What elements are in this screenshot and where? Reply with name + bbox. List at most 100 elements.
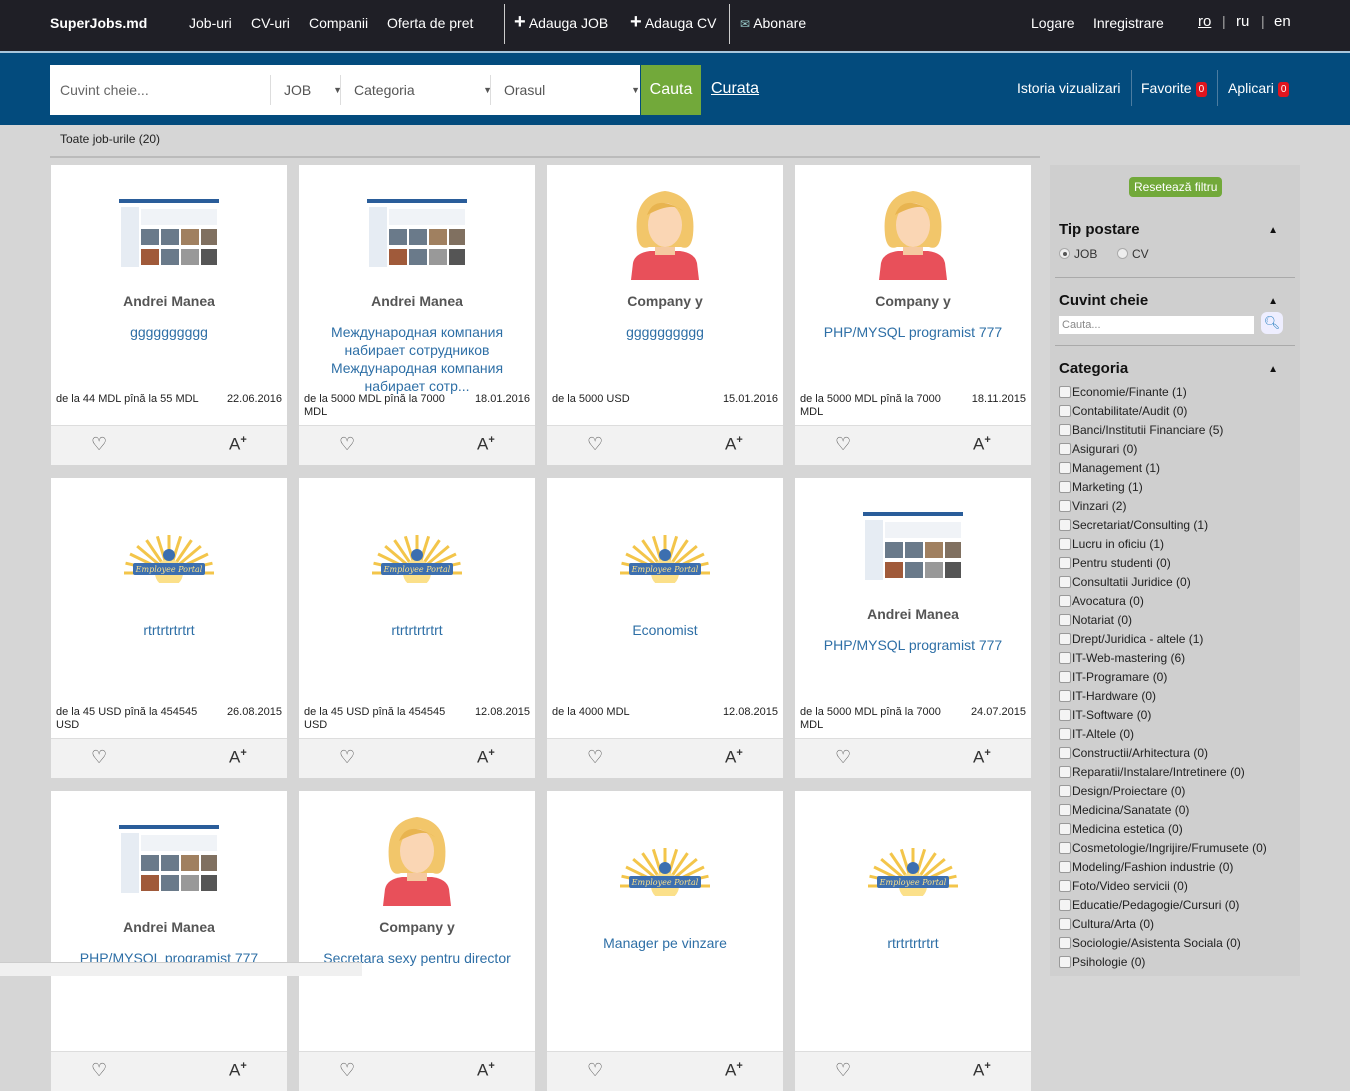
- category-checkbox[interactable]: IT-Altele (0): [1059, 727, 1267, 746]
- job-title-link[interactable]: PHP/MYSQL programist 777: [823, 324, 1003, 340]
- category-checkbox[interactable]: IT-Software (0): [1059, 708, 1267, 727]
- logo-image[interactable]: Employee Portal: [119, 533, 219, 587]
- heart-icon[interactable]: ♡: [91, 747, 108, 767]
- radio-job[interactable]: JOB: [1059, 247, 1097, 261]
- apply-icon[interactable]: A+: [477, 434, 495, 454]
- clear-link[interactable]: Curata: [711, 80, 760, 97]
- collapse-triangle-icon[interactable]: ▲: [1268, 364, 1278, 375]
- screenshot-image[interactable]: [119, 199, 219, 272]
- heart-icon[interactable]: ♡: [91, 1060, 108, 1080]
- heart-icon[interactable]: ♡: [587, 1060, 604, 1080]
- collapse-triangle-icon[interactable]: ▲: [1268, 225, 1278, 236]
- nav-jobs[interactable]: Job-uri: [189, 15, 232, 31]
- job-card[interactable]: Employee Portal rtrtrtrtrtrt de la 45 US…: [299, 478, 535, 778]
- heart-icon[interactable]: ♡: [835, 747, 852, 767]
- keyword-input[interactable]: Cuvint cheie...: [60, 82, 149, 98]
- job-title-link[interactable]: rtrtrtrtrtrt: [887, 935, 939, 951]
- heart-icon[interactable]: ♡: [339, 434, 356, 454]
- job-card[interactable]: Andrei Manea PHP/MYSQL programist 777 de…: [795, 478, 1031, 778]
- category-checkbox[interactable]: Educatie/Pedagogie/Cursuri (0): [1059, 898, 1267, 917]
- job-title-link[interactable]: gggggggggg: [626, 324, 704, 340]
- job-card[interactable]: Company y PHP/MYSQL programist 777 de la…: [795, 165, 1031, 465]
- search-button[interactable]: Cauta: [641, 65, 701, 115]
- apply-icon[interactable]: A+: [973, 747, 991, 767]
- logo-image[interactable]: Employee Portal: [863, 846, 963, 900]
- nav-pricing[interactable]: Oferta de pret: [387, 15, 474, 31]
- lang-ru[interactable]: ru: [1236, 13, 1250, 30]
- register-link[interactable]: Inregistrare: [1093, 15, 1164, 31]
- job-card[interactable]: Andrei Manea Международная компания наби…: [299, 165, 535, 465]
- subscribe-link[interactable]: ✉ Abonare: [740, 15, 806, 31]
- category-checkbox[interactable]: Banci/Institutii Financiare (5): [1059, 423, 1267, 442]
- apply-icon[interactable]: A+: [477, 1060, 495, 1080]
- category-checkbox[interactable]: Consultatii Juridice (0): [1059, 575, 1267, 594]
- category-checkbox[interactable]: Drept/Juridica - altele (1): [1059, 632, 1267, 651]
- category-checkbox[interactable]: Secretariat/Consulting (1): [1059, 518, 1267, 537]
- category-checkbox[interactable]: Medicina/Sanatate (0): [1059, 803, 1267, 822]
- job-card[interactable]: Company y Secretara sexy pentru director…: [299, 791, 535, 1091]
- radio-cv[interactable]: CV: [1117, 247, 1149, 261]
- apply-icon[interactable]: A+: [229, 434, 247, 454]
- category-checkbox[interactable]: Cultura/Arta (0): [1059, 917, 1267, 936]
- category-checkbox[interactable]: Psihologie (0): [1059, 955, 1267, 974]
- category-checkbox[interactable]: Notariat (0): [1059, 613, 1267, 632]
- job-card[interactable]: Company y gggggggggg de la 5000 USD 15.0…: [547, 165, 783, 465]
- job-title-link[interactable]: rtrtrtrtrtrt: [391, 622, 443, 638]
- job-title-link[interactable]: Secretara sexy pentru director: [323, 950, 511, 966]
- category-checkbox[interactable]: Modeling/Fashion industrie (0): [1059, 860, 1267, 879]
- apply-icon[interactable]: A+: [973, 434, 991, 454]
- type-select[interactable]: JOB ▼: [270, 75, 342, 105]
- category-checkbox[interactable]: Sociologie/Asistenta Sociala (0): [1059, 936, 1267, 955]
- category-checkbox[interactable]: IT-Programare (0): [1059, 670, 1267, 689]
- job-card[interactable]: Andrei Manea gggggggggg de la 44 MDL pîn…: [51, 165, 287, 465]
- heart-icon[interactable]: ♡: [835, 434, 852, 454]
- apply-icon[interactable]: A+: [973, 1060, 991, 1080]
- site-logo[interactable]: SuperJobs.md: [50, 15, 148, 31]
- category-checkbox[interactable]: Economie/Finante (1): [1059, 385, 1267, 404]
- category-checkbox[interactable]: Cosmetologie/Ingrijire/Frumusete (0): [1059, 841, 1267, 860]
- reset-filter-button[interactable]: Resetează filtru: [1129, 177, 1223, 197]
- category-checkbox[interactable]: Management (1): [1059, 461, 1267, 480]
- add-job-button[interactable]: + Adauga JOB: [514, 12, 608, 32]
- category-checkbox[interactable]: Design/Proiectare (0): [1059, 784, 1267, 803]
- avatar-image[interactable]: [873, 185, 953, 283]
- city-select[interactable]: Orasul ▼: [490, 75, 640, 105]
- job-title-link[interactable]: rtrtrtrtrtrt: [143, 622, 195, 638]
- category-checkbox[interactable]: Vinzari (2): [1059, 499, 1267, 518]
- category-checkbox[interactable]: IT-Hardware (0): [1059, 689, 1267, 708]
- heart-icon[interactable]: ♡: [339, 747, 356, 767]
- lang-ro[interactable]: ro: [1198, 13, 1212, 30]
- category-checkbox[interactable]: Reparatii/Instalare/Intretinere (0): [1059, 765, 1267, 784]
- job-card[interactable]: Employee Portal rtrtrtrtrtrt de la 45 US…: [51, 478, 287, 778]
- search-icon[interactable]: 🔍︎: [1261, 312, 1283, 334]
- category-checkbox[interactable]: Constructii/Arhitectura (0): [1059, 746, 1267, 765]
- heart-icon[interactable]: ♡: [587, 434, 604, 454]
- apply-icon[interactable]: A+: [477, 747, 495, 767]
- login-link[interactable]: Logare: [1031, 15, 1075, 31]
- apply-icon[interactable]: A+: [229, 747, 247, 767]
- logo-image[interactable]: Employee Portal: [615, 846, 715, 900]
- applications-link[interactable]: Aplicari 0: [1228, 80, 1290, 97]
- screenshot-image[interactable]: [119, 825, 219, 898]
- history-link[interactable]: Istoria vizualizari: [1017, 80, 1121, 96]
- job-card[interactable]: Andrei Manea PHP/MYSQL programist 777 ♡ A…: [51, 791, 287, 1091]
- job-card[interactable]: Employee Portal Manager pe vinzare ♡ A+: [547, 791, 783, 1091]
- heart-icon[interactable]: ♡: [587, 747, 604, 767]
- job-title-link[interactable]: Economist: [632, 622, 698, 638]
- category-checkbox[interactable]: Asigurari (0): [1059, 442, 1267, 461]
- apply-icon[interactable]: A+: [229, 1060, 247, 1080]
- job-card[interactable]: Employee Portal rtrtrtrtrtrt ♡ A+: [795, 791, 1031, 1091]
- job-title-link[interactable]: gggggggggg: [130, 324, 208, 340]
- keyword-filter-input[interactable]: Cauta...: [1059, 316, 1254, 334]
- screenshot-image[interactable]: [367, 199, 467, 272]
- job-card[interactable]: Employee Portal Economist de la 4000 MDL…: [547, 478, 783, 778]
- nav-companies[interactable]: Companii: [309, 15, 369, 31]
- category-checkbox[interactable]: Pentru studenti (0): [1059, 556, 1267, 575]
- logo-image[interactable]: Employee Portal: [367, 533, 467, 587]
- heart-icon[interactable]: ♡: [835, 1060, 852, 1080]
- category-checkbox[interactable]: Marketing (1): [1059, 480, 1267, 499]
- apply-icon[interactable]: A+: [725, 1060, 743, 1080]
- job-title-link[interactable]: PHP/MYSQL programist 777: [823, 637, 1003, 653]
- category-checkbox[interactable]: Medicina estetica (0): [1059, 822, 1267, 841]
- screenshot-image[interactable]: [863, 512, 963, 585]
